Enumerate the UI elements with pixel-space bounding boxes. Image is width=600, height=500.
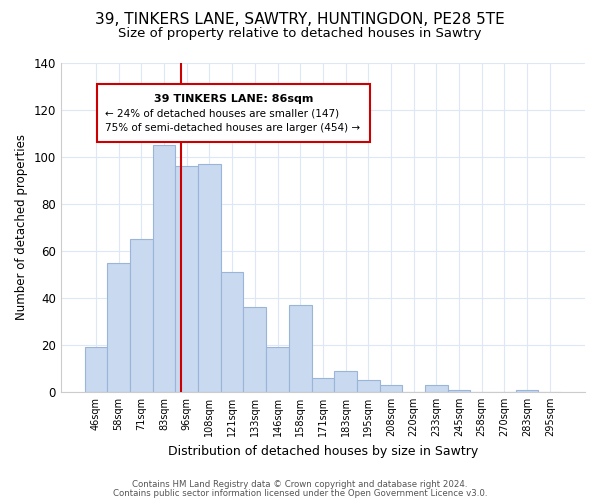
Bar xyxy=(425,385,448,392)
Text: 39, TINKERS LANE, SAWTRY, HUNTINGDON, PE28 5TE: 39, TINKERS LANE, SAWTRY, HUNTINGDON, PE… xyxy=(95,12,505,28)
Bar xyxy=(357,380,380,392)
Text: ← 24% of detached houses are smaller (147): ← 24% of detached houses are smaller (14… xyxy=(106,108,340,118)
Y-axis label: Number of detached properties: Number of detached properties xyxy=(15,134,28,320)
Bar xyxy=(244,307,266,392)
Bar xyxy=(516,390,538,392)
Bar xyxy=(266,347,289,392)
X-axis label: Distribution of detached houses by size in Sawtry: Distribution of detached houses by size … xyxy=(168,444,478,458)
Text: Contains HM Land Registry data © Crown copyright and database right 2024.: Contains HM Land Registry data © Crown c… xyxy=(132,480,468,489)
Bar xyxy=(130,239,152,392)
Bar xyxy=(334,371,357,392)
Bar xyxy=(289,305,311,392)
Bar xyxy=(198,164,221,392)
Text: Size of property relative to detached houses in Sawtry: Size of property relative to detached ho… xyxy=(118,28,482,40)
Bar xyxy=(85,347,107,392)
Bar xyxy=(448,390,470,392)
Text: 39 TINKERS LANE: 86sqm: 39 TINKERS LANE: 86sqm xyxy=(154,94,313,104)
Bar xyxy=(221,272,244,392)
Text: Contains public sector information licensed under the Open Government Licence v3: Contains public sector information licen… xyxy=(113,488,487,498)
Bar xyxy=(311,378,334,392)
Bar xyxy=(175,166,198,392)
Bar xyxy=(152,145,175,392)
FancyBboxPatch shape xyxy=(97,84,370,141)
Text: 75% of semi-detached houses are larger (454) →: 75% of semi-detached houses are larger (… xyxy=(106,124,361,134)
Bar xyxy=(380,385,403,392)
Bar xyxy=(107,262,130,392)
